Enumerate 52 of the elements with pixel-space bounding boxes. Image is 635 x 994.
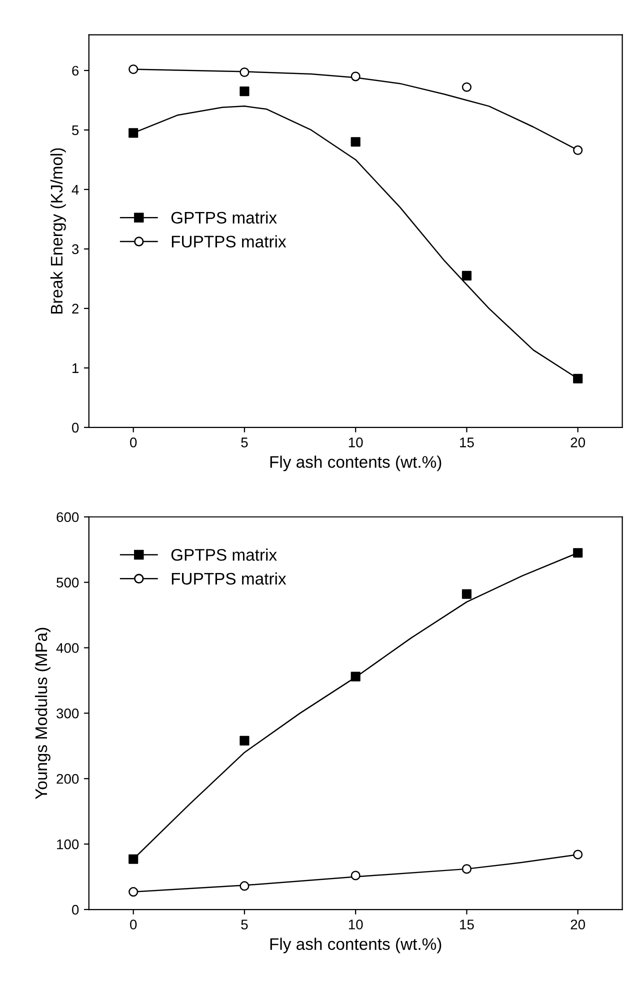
point	[573, 548, 583, 558]
y-tick-label: 6	[72, 66, 79, 76]
y-tick-label: 4	[72, 184, 79, 194]
point	[240, 86, 250, 96]
y-tick-label: 0	[72, 422, 79, 433]
y-tick-label: 0	[72, 904, 79, 915]
point	[573, 850, 583, 860]
legend-label: FUPTPS matrix	[172, 235, 286, 248]
x-tick-label: 20	[570, 438, 586, 448]
point	[350, 72, 360, 82]
point	[462, 82, 472, 92]
point	[573, 374, 583, 384]
point	[462, 864, 472, 874]
legend-label: GPTPS matrix	[171, 211, 277, 224]
point	[462, 270, 472, 281]
x-tick-label: 5	[241, 920, 248, 930]
x-tick-label: 20	[570, 920, 586, 930]
x-tick-label: 0	[130, 438, 137, 448]
x-tick-label: 15	[460, 438, 474, 448]
y-tick-label: 2	[72, 304, 78, 314]
x-axis-title: Fly ash contents (wt.%)	[270, 456, 442, 472]
y-tick-label: 1	[72, 363, 78, 373]
x-axis-title: Fly ash contents (wt.%)	[270, 938, 442, 954]
legend-label: FUPTPS matrix	[172, 572, 286, 585]
y-tick-label: 500	[56, 578, 79, 588]
point	[128, 887, 138, 897]
y-axis-title: Break Energy (KJ/mol)	[50, 148, 66, 314]
point	[240, 881, 250, 891]
y-axis-title: Youngs Modulus (MPa)	[34, 628, 50, 800]
x-tick-label: 10	[348, 920, 363, 930]
point	[350, 137, 360, 147]
point	[240, 67, 250, 78]
legend-label: GPTPS matrix	[171, 548, 277, 561]
y-tick-label: 100	[57, 839, 79, 850]
point	[128, 64, 138, 74]
x-tick-label: 10	[348, 438, 363, 448]
y-tick-label: 5	[72, 125, 79, 136]
point	[350, 672, 360, 682]
x-tick-label: 5	[241, 438, 248, 448]
point	[573, 145, 583, 155]
y-tick-label: 200	[56, 774, 79, 784]
y-tick-label: 400	[56, 643, 79, 653]
y-tick-label: 3	[72, 244, 79, 254]
point	[240, 736, 250, 746]
x-tick-label: 15	[460, 920, 474, 930]
point	[128, 854, 138, 864]
point	[128, 128, 138, 138]
point	[462, 589, 472, 599]
point	[350, 870, 360, 880]
y-tick-label: 600	[56, 512, 79, 522]
x-tick-label: 0	[130, 920, 137, 930]
y-tick-label: 300	[56, 708, 79, 718]
